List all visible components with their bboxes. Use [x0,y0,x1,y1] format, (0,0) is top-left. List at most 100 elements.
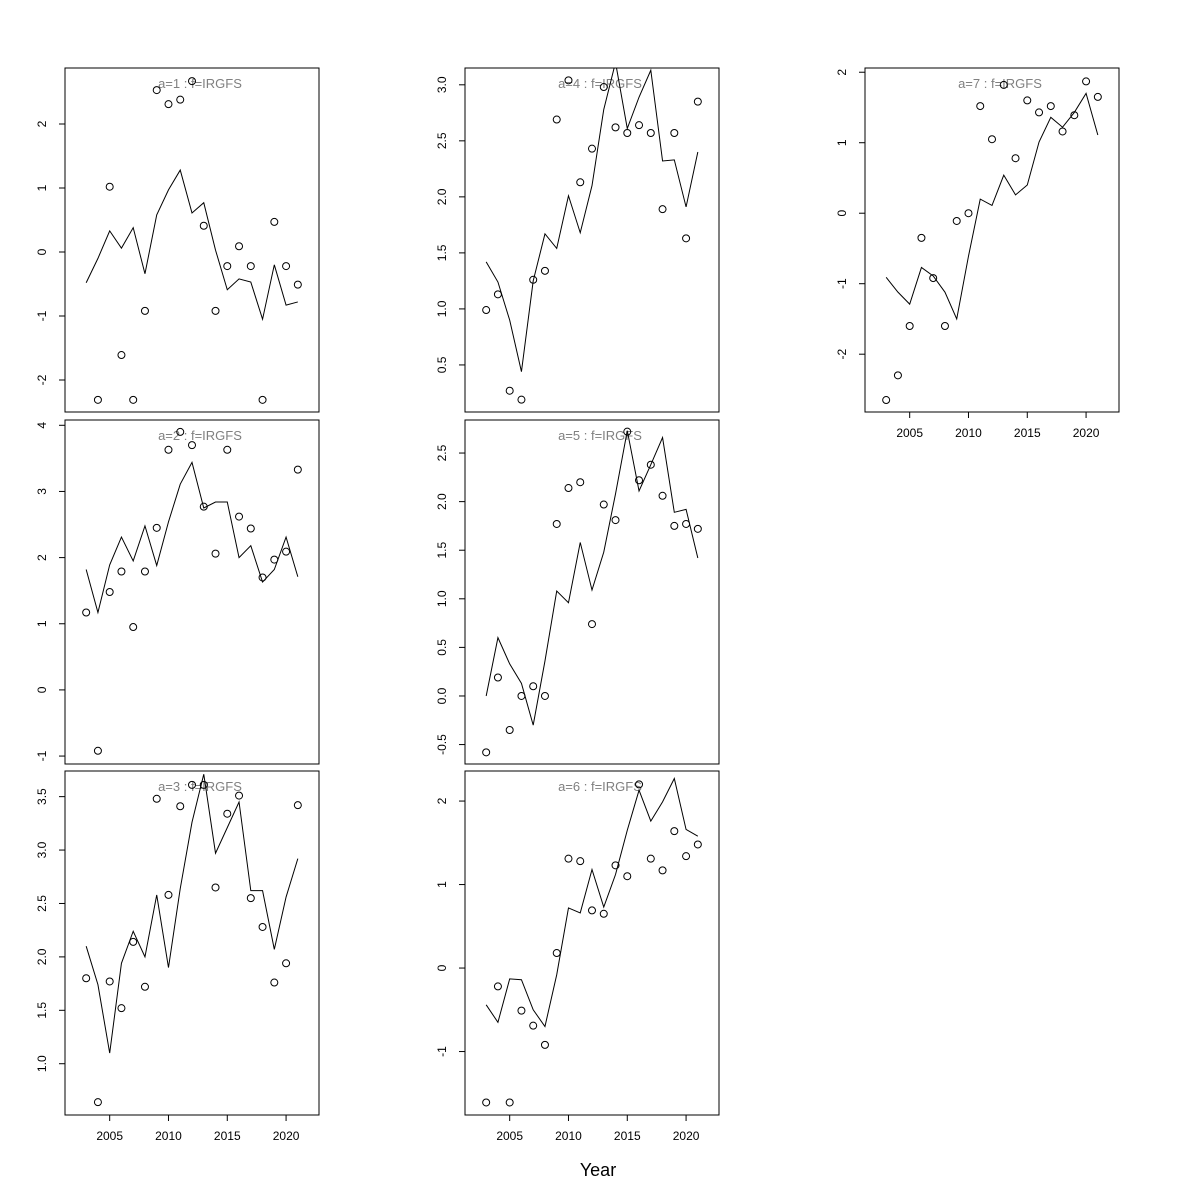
x-tick-label: 2015 [1014,426,1041,440]
observed-point [588,620,596,629]
observed-point [599,83,608,92]
observed-point [588,906,596,915]
fitted-line [85,774,299,1054]
observed-point [93,746,102,755]
observed-point [670,827,679,836]
observed-point [246,262,255,271]
observed-point [635,121,644,130]
y-tick-label: 0.5 [435,356,449,373]
observed-point [529,275,538,284]
y-tick-label: 2 [435,797,449,804]
observed-point [646,128,655,137]
observed-point [270,978,279,987]
observed-point [611,516,620,525]
observed-point [1058,127,1067,136]
observed-point [293,801,302,810]
y-tick-label: 1.0 [35,1055,49,1072]
y-tick-label: 2.0 [435,493,449,510]
observed-point [905,322,914,330]
panel: a=6 : f=IRGFS -1 0 1 2 2005 2010 2015 2020 Year [435,770,720,1180]
observed-point [988,135,996,144]
y-tick-label: 1.5 [435,542,449,559]
observed-point [1046,102,1055,111]
observed-point [93,1098,102,1107]
x-tick-label: 2015 [614,1129,641,1143]
observed-point [176,802,185,811]
observed-point [199,780,208,789]
observed-point [1093,92,1102,101]
observed-point [117,567,126,576]
observed-point [140,306,149,315]
observed-point [1023,96,1032,105]
observed-point [1011,154,1020,163]
observed-point [552,949,561,958]
observed-point [164,890,173,899]
observed-point [482,306,491,315]
observed-point [82,608,91,617]
plot-frame [464,67,720,413]
observed-point [623,128,632,137]
observed-point [493,982,502,991]
observed-point [188,77,196,86]
x-tick-label: 2020 [673,1129,700,1143]
observed-point [646,460,655,469]
observed-point [1035,108,1044,117]
observed-point [270,217,279,226]
observed-point [152,86,161,95]
observed-point [105,588,114,596]
observed-point [964,209,973,218]
panel: a=5 : f=IRGFS -0.5 0.0 0.5 1.0 1.5 2.0 2.5 [435,419,720,765]
plot-frame [64,419,320,765]
observed-point [693,524,702,533]
y-tick-label: 2.5 [435,132,449,149]
y-tick-label: -1 [835,278,849,289]
y-tick-label: 2.0 [35,948,49,965]
y-tick-label: 1 [835,139,849,146]
observed-point [235,512,244,521]
observed-point [505,1098,514,1107]
fitted-line [85,168,298,322]
observed-point [893,371,902,380]
y-tick-label: 2.5 [35,895,49,912]
observed-point [658,866,667,875]
y-tick-label: -1 [35,310,49,321]
y-tick-label: 2.0 [435,188,449,205]
observed-point [482,748,491,757]
observed-point [529,1021,538,1030]
observed-point [929,274,938,283]
observed-point [1082,77,1091,86]
plot-frame [64,770,320,1116]
panel: a=2 : f=IRGFS -1 0 1 2 3 4 [35,419,320,765]
x-tick-label: 2010 [555,1129,582,1143]
fitted-line [885,92,1099,321]
y-tick-label: 1 [35,184,49,191]
observed-point [1070,111,1079,120]
observed-point [105,182,114,191]
y-tick-label: 4 [35,422,49,429]
observed-point [152,523,161,532]
observed-point [882,396,891,405]
fitted-line [485,777,699,1028]
observed-point [258,573,267,582]
observed-point [635,780,644,789]
y-tick-label: 1 [435,881,449,888]
plot-frame [464,419,720,765]
observed-point [211,306,220,315]
y-tick-label: 3 [35,488,49,495]
y-tick-label: 2 [35,554,49,561]
observed-point [188,780,196,789]
observed-point [211,883,220,892]
observed-point [999,80,1008,89]
observed-point [258,395,267,404]
observed-point [670,521,679,530]
observed-point [105,977,114,986]
observed-point [199,221,208,230]
plot-frame [64,67,320,413]
observed-point [540,1040,549,1049]
observed-point [517,691,526,700]
observed-point [129,623,138,632]
observed-point [670,128,679,137]
observed-point [505,386,514,395]
panel-title: a=4 : f=IRGFS [558,76,642,91]
